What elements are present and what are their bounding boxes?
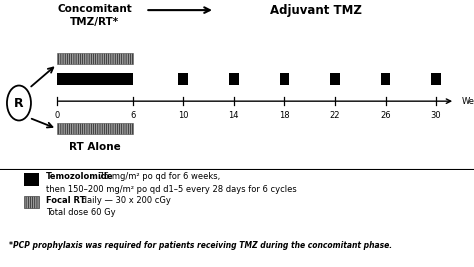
Text: 0: 0 (54, 111, 60, 120)
Bar (280, 73, 289, 85)
Text: Concomitant: Concomitant (57, 4, 132, 14)
Bar (57, 53, 133, 64)
Bar (381, 73, 390, 85)
Text: *PCP prophylaxis was required for patients receiving TMZ during the concomitant : *PCP prophylaxis was required for patien… (9, 241, 392, 250)
Bar (229, 73, 238, 85)
Bar (330, 73, 340, 85)
Bar (25, 196, 39, 208)
Text: TMZ/RT*: TMZ/RT* (70, 17, 119, 26)
Text: RT Alone: RT Alone (69, 142, 121, 152)
Text: 10: 10 (178, 111, 189, 120)
Bar (431, 73, 441, 85)
Text: Adjuvant TMZ: Adjuvant TMZ (270, 4, 362, 17)
Text: 75 mg/m² po qd for 6 weeks,: 75 mg/m² po qd for 6 weeks, (96, 172, 220, 181)
Bar (25, 173, 39, 186)
Text: 14: 14 (228, 111, 239, 120)
Text: then 150–200 mg/m² po qd d1–5 every 28 days for 6 cycles: then 150–200 mg/m² po qd d1–5 every 28 d… (46, 185, 297, 194)
Text: Total dose 60 Gy: Total dose 60 Gy (46, 208, 116, 217)
Text: Temozolomide: Temozolomide (46, 172, 113, 181)
Text: daily — 30 x 200 cGy: daily — 30 x 200 cGy (79, 196, 171, 205)
Text: Focal RT: Focal RT (46, 196, 85, 205)
Text: 6: 6 (130, 111, 136, 120)
Circle shape (7, 85, 31, 120)
Bar (57, 123, 133, 134)
Bar (57, 73, 133, 85)
Text: 18: 18 (279, 111, 290, 120)
Text: R: R (14, 96, 24, 109)
Bar (179, 73, 188, 85)
Text: 30: 30 (431, 111, 441, 120)
Text: 26: 26 (380, 111, 391, 120)
Text: Weeks: Weeks (461, 97, 474, 106)
Text: 22: 22 (330, 111, 340, 120)
